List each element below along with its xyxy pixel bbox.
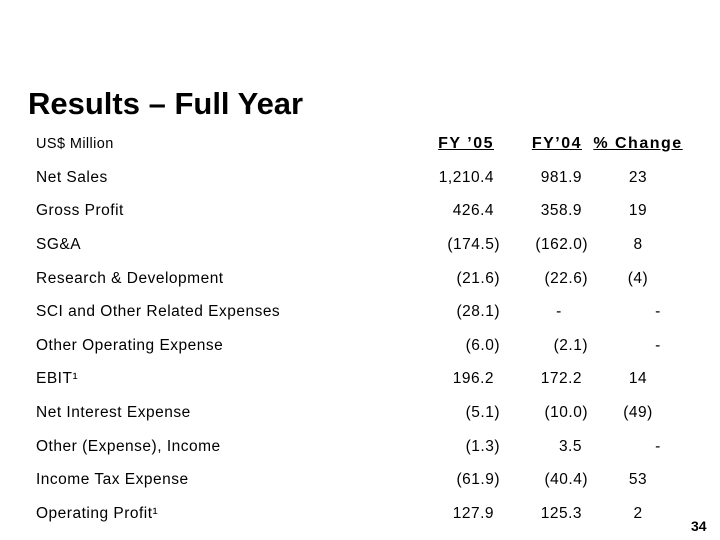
cell-fy04: 172.2 (540, 370, 582, 388)
cell-change: 8 (633, 235, 643, 253)
cell-change: 23 (628, 168, 648, 186)
table-header-row: US$ Million FY ’05 FY’04 % Change (36, 127, 688, 161)
cell-fy04: - (556, 303, 562, 321)
table-row: Other Operating Expense (6.0) (2.1) - (36, 329, 688, 363)
table-body: Net Sales 1,210.4 981.9 23 Gross Profit … (36, 161, 688, 531)
cell-change: (49) (623, 403, 653, 421)
cell-fy04: (2.1) (553, 336, 588, 354)
cell-fy05: (5.1) (465, 403, 500, 421)
cell-fy04: (10.0) (544, 403, 588, 421)
row-label: Gross Profit (36, 202, 124, 220)
row-label: Other Operating Expense (36, 336, 224, 354)
cell-fy05: (1.3) (465, 437, 500, 455)
table-row: Income Tax Expense (61.9) (40.4) 53 (36, 463, 688, 497)
cell-fy05: 196.2 (452, 370, 494, 388)
page-number: 34 (691, 518, 707, 534)
cell-fy04: (40.4) (544, 471, 588, 489)
table-row: Research & Development (21.6) (22.6) (4) (36, 262, 688, 296)
row-label: Net Sales (36, 168, 108, 186)
results-table: US$ Million FY ’05 FY’04 % Change Net Sa… (36, 127, 688, 531)
row-label: SG&A (36, 235, 82, 253)
slide-title: Results – Full Year (28, 86, 304, 121)
cell-fy04: 125.3 (540, 504, 582, 522)
cell-fy04: 981.9 (540, 168, 582, 186)
cell-change: 19 (628, 202, 648, 220)
table-row: EBIT¹ 196.2 172.2 14 (36, 363, 688, 397)
column-header-fy05: FY ’05 (438, 135, 494, 152)
cell-change: 14 (628, 370, 648, 388)
table-row: SG&A (174.5) (162.0) 8 (36, 228, 688, 262)
table-row: Gross Profit 426.4 358.9 19 (36, 195, 688, 229)
cell-fy05: 1,210.4 (438, 168, 494, 186)
cell-fy05: (174.5) (447, 235, 500, 253)
cell-fy04: (22.6) (544, 269, 588, 287)
table-row: SCI and Other Related Expenses (28.1) - … (36, 295, 688, 329)
cell-fy05: (21.6) (456, 269, 500, 287)
column-header-fy04: FY’04 (531, 135, 582, 152)
units-label: US$ Million (36, 136, 114, 152)
cell-fy04: 358.9 (540, 202, 582, 220)
cell-fy04: (162.0) (535, 235, 588, 253)
cell-fy05: 127.9 (452, 504, 494, 522)
cell-change: 53 (628, 471, 648, 489)
cell-change: - (655, 303, 661, 321)
cell-fy05: (28.1) (456, 303, 500, 321)
table-row: Net Interest Expense (5.1) (10.0) (49) (36, 396, 688, 430)
column-header-change: % Change (593, 135, 683, 152)
table-row: Other (Expense), Income (1.3) 3.5 - (36, 430, 688, 464)
cell-fy05: (61.9) (456, 471, 500, 489)
row-label: SCI and Other Related Expenses (36, 303, 281, 321)
row-label: Net Interest Expense (36, 403, 191, 421)
cell-change: (4) (627, 269, 649, 287)
row-label: Operating Profit¹ (36, 504, 159, 522)
cell-fy04: 3.5 (558, 437, 582, 455)
row-label: Other (Expense), Income (36, 437, 221, 455)
cell-fy05: (6.0) (465, 336, 500, 354)
row-label: EBIT¹ (36, 370, 79, 388)
row-label: Income Tax Expense (36, 471, 189, 489)
cell-change: 2 (633, 504, 643, 522)
row-label: Research & Development (36, 269, 224, 287)
cell-change: - (655, 336, 661, 354)
table-row: Operating Profit¹ 127.9 125.3 2 (36, 497, 688, 531)
cell-fy05: 426.4 (452, 202, 494, 220)
cell-change: - (655, 437, 661, 455)
table-row: Net Sales 1,210.4 981.9 23 (36, 161, 688, 195)
